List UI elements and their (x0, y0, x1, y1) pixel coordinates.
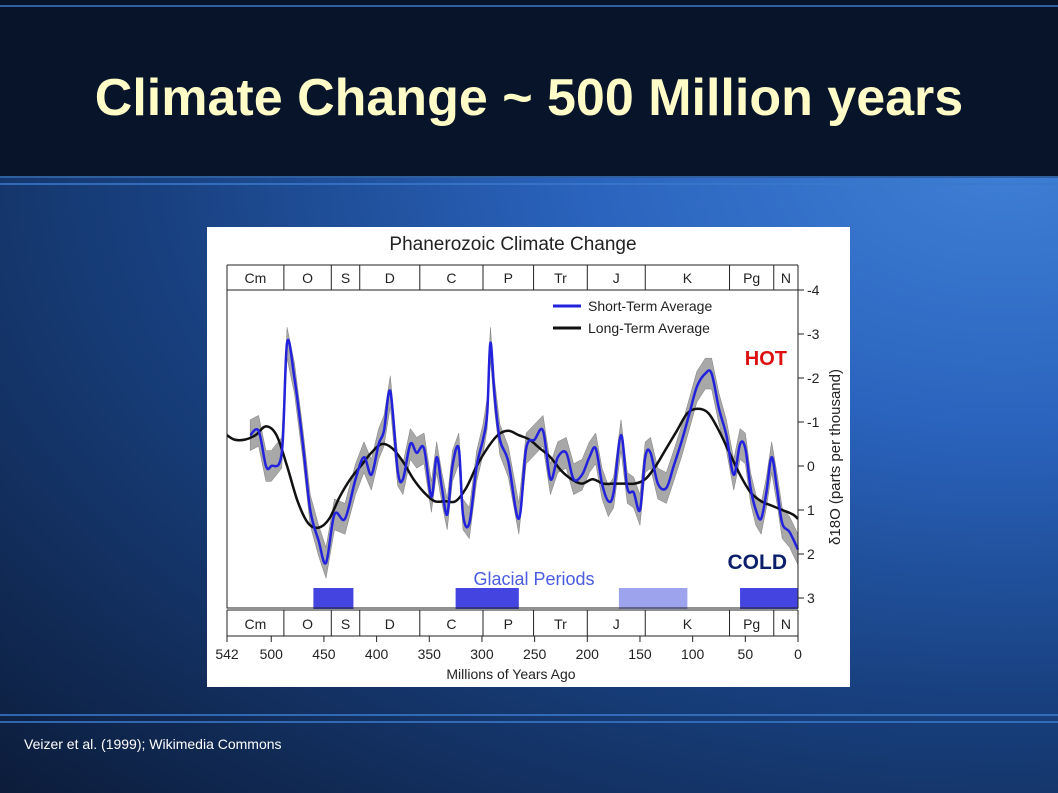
uncertainty-band (249, 327, 799, 579)
slide-title: Climate Change ~ 500 Million years (94, 69, 964, 127)
x-tick-label: 250 (523, 646, 547, 662)
glacial-period-bar (455, 588, 519, 609)
x-tick-label: 0 (794, 646, 802, 662)
title-bar-top-rule (0, 5, 1058, 7)
x-tick-label: 200 (576, 646, 600, 662)
series-line-short-term (249, 338, 800, 565)
period-label: S (341, 616, 350, 632)
y-tick-label: 3 (807, 590, 815, 606)
chart-title: Phanerozoic Climate Change (389, 234, 636, 255)
x-tick-label: 150 (628, 646, 652, 662)
period-label: Pg (743, 270, 760, 286)
period-label: O (302, 270, 313, 286)
period-label: Tr (554, 616, 567, 632)
period-label: S (341, 270, 350, 286)
divider-rule (0, 183, 1058, 185)
y-tick-label: -2 (807, 370, 820, 386)
x-tick-label: 450 (312, 646, 336, 662)
y-tick-label: 2 (807, 546, 815, 562)
plot-frame (226, 289, 799, 609)
legend-label-short-term: Short-Term Average (588, 298, 712, 314)
glacial-period-bar (618, 588, 688, 609)
x-tick-label: 100 (681, 646, 705, 662)
y-tick-label: -3 (807, 326, 820, 342)
y-tick-label: -4 (807, 282, 820, 298)
period-label: P (504, 616, 513, 632)
period-label: P (504, 270, 513, 286)
climate-chart: Phanerozoic Climate Change Cm O S D C P Tr J K Pg… (215, 234, 844, 682)
glacial-periods-label: Glacial Periods (473, 569, 594, 589)
period-label: D (385, 616, 395, 632)
y-tick-label: 0 (807, 458, 815, 474)
series-line-long-term (226, 407, 799, 530)
period-label: J (613, 270, 620, 286)
period-label: O (302, 616, 313, 632)
legend: Short-Term Average Long-Term Average (553, 298, 712, 336)
legend-label-long-term: Long-Term Average (588, 320, 710, 336)
glacial-period-bar (740, 588, 798, 609)
climate-chart-figure: Phanerozoic Climate Change Cm O S D C P Tr J K Pg… (207, 227, 850, 687)
divider-rule (0, 714, 1058, 716)
period-label: Pg (743, 616, 760, 632)
y-axis-label: δ18O (parts per thousand) (827, 369, 844, 545)
period-label: Tr (554, 270, 567, 286)
period-label: J (613, 616, 620, 632)
period-label: C (446, 270, 456, 286)
x-tick-label: 50 (738, 646, 754, 662)
hot-annotation: HOT (745, 348, 787, 370)
period-label: K (683, 616, 693, 632)
title-bar-bottom-rule (0, 176, 1058, 178)
period-label: C (446, 616, 456, 632)
y-tick-label: 1 (807, 502, 815, 518)
x-tick-label: 500 (260, 646, 284, 662)
y-tick-label: -1 (807, 414, 820, 430)
cold-annotation: COLD (728, 551, 788, 574)
period-label: K (683, 270, 693, 286)
title-bar: Climate Change ~ 500 Million years (0, 0, 1058, 178)
source-credit: Veizer et al. (1999); Wikimedia Commons (24, 736, 282, 752)
period-label: D (385, 270, 395, 286)
x-tick-label: 300 (470, 646, 494, 662)
x-tick-label: 350 (418, 646, 442, 662)
divider-rule (0, 721, 1058, 723)
period-label: Cm (245, 270, 267, 286)
glacial-period-bar (313, 588, 354, 609)
period-label: Cm (245, 616, 267, 632)
x-tick-label: 400 (365, 646, 389, 662)
period-label: N (781, 616, 791, 632)
period-label: N (781, 270, 791, 286)
x-tick-label: 542 (215, 646, 239, 662)
x-axis-label: Millions of Years Ago (446, 666, 575, 682)
